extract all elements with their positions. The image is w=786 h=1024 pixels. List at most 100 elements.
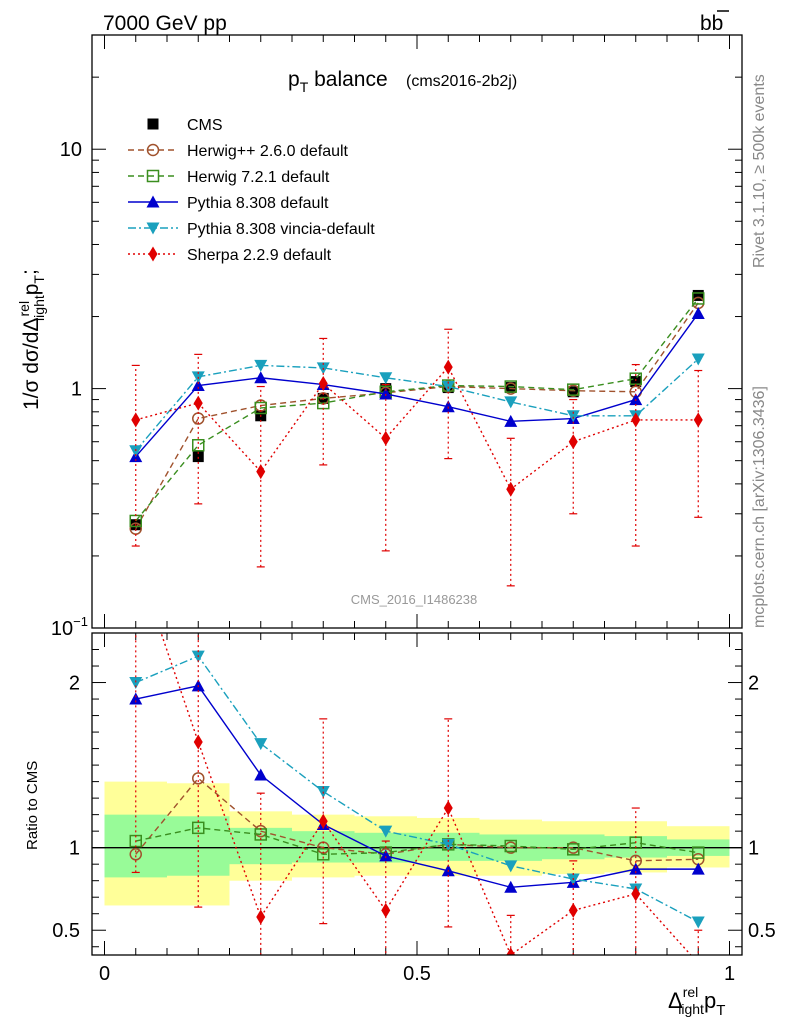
main-point [568, 434, 578, 450]
main-point [192, 438, 205, 452]
main-point [192, 451, 204, 463]
main-point [691, 306, 705, 319]
legend-label: CMS [187, 117, 223, 134]
title-rest: balance [308, 68, 387, 91]
legend-label: Pythia 8.308 default [187, 195, 329, 212]
main-series-herwig-2-6-0-default [129, 296, 705, 535]
ratio-point [379, 849, 393, 862]
ratio-xtick-label: 1 [724, 963, 735, 985]
ratio-series-sherpa-2-2-9-default [131, 633, 703, 955]
legend-marker [146, 143, 160, 157]
ratio-panel: 2 2 1 1 0.5 0.5 0 0.5 1 [52, 632, 776, 985]
ratio-point [568, 902, 578, 918]
legend-marker [146, 222, 160, 235]
process-label: bb [700, 10, 729, 35]
main-point [254, 371, 268, 384]
ratio-line [135, 685, 699, 889]
main-ylabel: 1/σ dσ/dΔrellightpT; [16, 269, 47, 410]
main-point [631, 412, 641, 428]
main-point [566, 410, 580, 423]
panel-frame [91, 632, 743, 956]
main-point [567, 386, 579, 398]
main-series-pythia-8-308-default [129, 306, 705, 463]
ratio-point [441, 838, 455, 851]
mcplots-label: mcplots.cern.ch [arXiv:1306.3436] [751, 386, 768, 628]
ratio-point [504, 860, 518, 873]
ratio-point [254, 768, 268, 781]
title-tag: (cms2016-2b2j) [406, 73, 517, 90]
main-point [504, 414, 518, 427]
ratio-point [567, 843, 580, 856]
ratio-point [691, 862, 705, 875]
ratio-point [691, 916, 705, 929]
analysis-watermark: CMS_2016_I1486238 [351, 592, 478, 607]
main-ytick-label: 1 [71, 379, 82, 401]
rivet-label: Rivet 3.1.10, ≥ 500k events [751, 74, 768, 268]
main-point [506, 481, 516, 497]
ratio-line [135, 827, 699, 855]
main-point [504, 396, 518, 409]
main-point [381, 430, 391, 446]
main-series-sherpa-2-2-9-default [131, 328, 703, 587]
legend-item: Herwig++ 2.6.0 default [128, 143, 349, 160]
ratio-ytick-label: 0.5 [52, 920, 80, 942]
main-panel: 10 1 10−1 [51, 34, 743, 640]
legend-item: Herwig 7.2.1 default [128, 169, 330, 186]
ratio-point [254, 738, 268, 751]
ratio-xtick-label: 0 [99, 963, 110, 985]
ratio-point [129, 677, 143, 690]
ratio-point [192, 772, 205, 785]
ratio-point [129, 692, 143, 705]
main-point [692, 289, 704, 301]
main-point [443, 359, 453, 375]
main-line [135, 302, 699, 530]
ratio-point [629, 862, 643, 875]
ratio-point [631, 886, 641, 902]
main-line [135, 358, 699, 452]
main-point [254, 401, 267, 415]
legend-item: Pythia 8.308 default [128, 195, 329, 212]
ratio-point [692, 846, 705, 859]
main-point [379, 387, 393, 400]
ratio-point [129, 848, 142, 861]
main-series-cms [130, 289, 704, 531]
ratio-point [504, 839, 517, 853]
main-point [193, 395, 203, 411]
main-point [191, 379, 205, 392]
main-point [630, 376, 642, 388]
main-point [131, 412, 141, 428]
legend-label: Sherpa 2.2.9 default [187, 247, 332, 264]
main-point [504, 380, 517, 393]
ratio-point [192, 821, 205, 835]
ratio-point [256, 909, 266, 925]
main-ytick-label: 10−1 [51, 614, 88, 640]
ratio-point [379, 825, 393, 838]
main-point [318, 376, 328, 392]
legend-label: Herwig++ 2.6.0 default [187, 143, 349, 160]
main-point [129, 445, 143, 458]
main-point [254, 359, 268, 372]
ratio-ytick-label: 2 [69, 673, 80, 695]
ratio-ytick-label-right: 0.5 [748, 920, 776, 942]
main-line [135, 313, 699, 458]
main-title: pT balance (cms2016-2b2j) [288, 68, 517, 95]
ratio-ytick-label-right: 2 [748, 673, 759, 695]
main-line [135, 365, 699, 491]
legend-marker [148, 246, 158, 262]
ratio-point [381, 902, 391, 918]
ratio-point [317, 848, 330, 861]
ratio-point [506, 947, 516, 955]
legend-item: Pythia 8.308 vincia-default [128, 221, 375, 238]
legend-marker [146, 169, 160, 183]
main-point [441, 400, 455, 413]
main-line [135, 298, 699, 522]
main-point [692, 292, 705, 305]
legend-marker [146, 195, 160, 208]
panel-frame [91, 34, 743, 629]
main-point [693, 412, 703, 428]
legend-label: Herwig 7.2.1 default [187, 169, 330, 186]
main-point [505, 382, 517, 394]
ratio-point [318, 813, 328, 829]
ratio-ytick-label: 1 [69, 838, 80, 860]
ratio-point [504, 880, 518, 893]
